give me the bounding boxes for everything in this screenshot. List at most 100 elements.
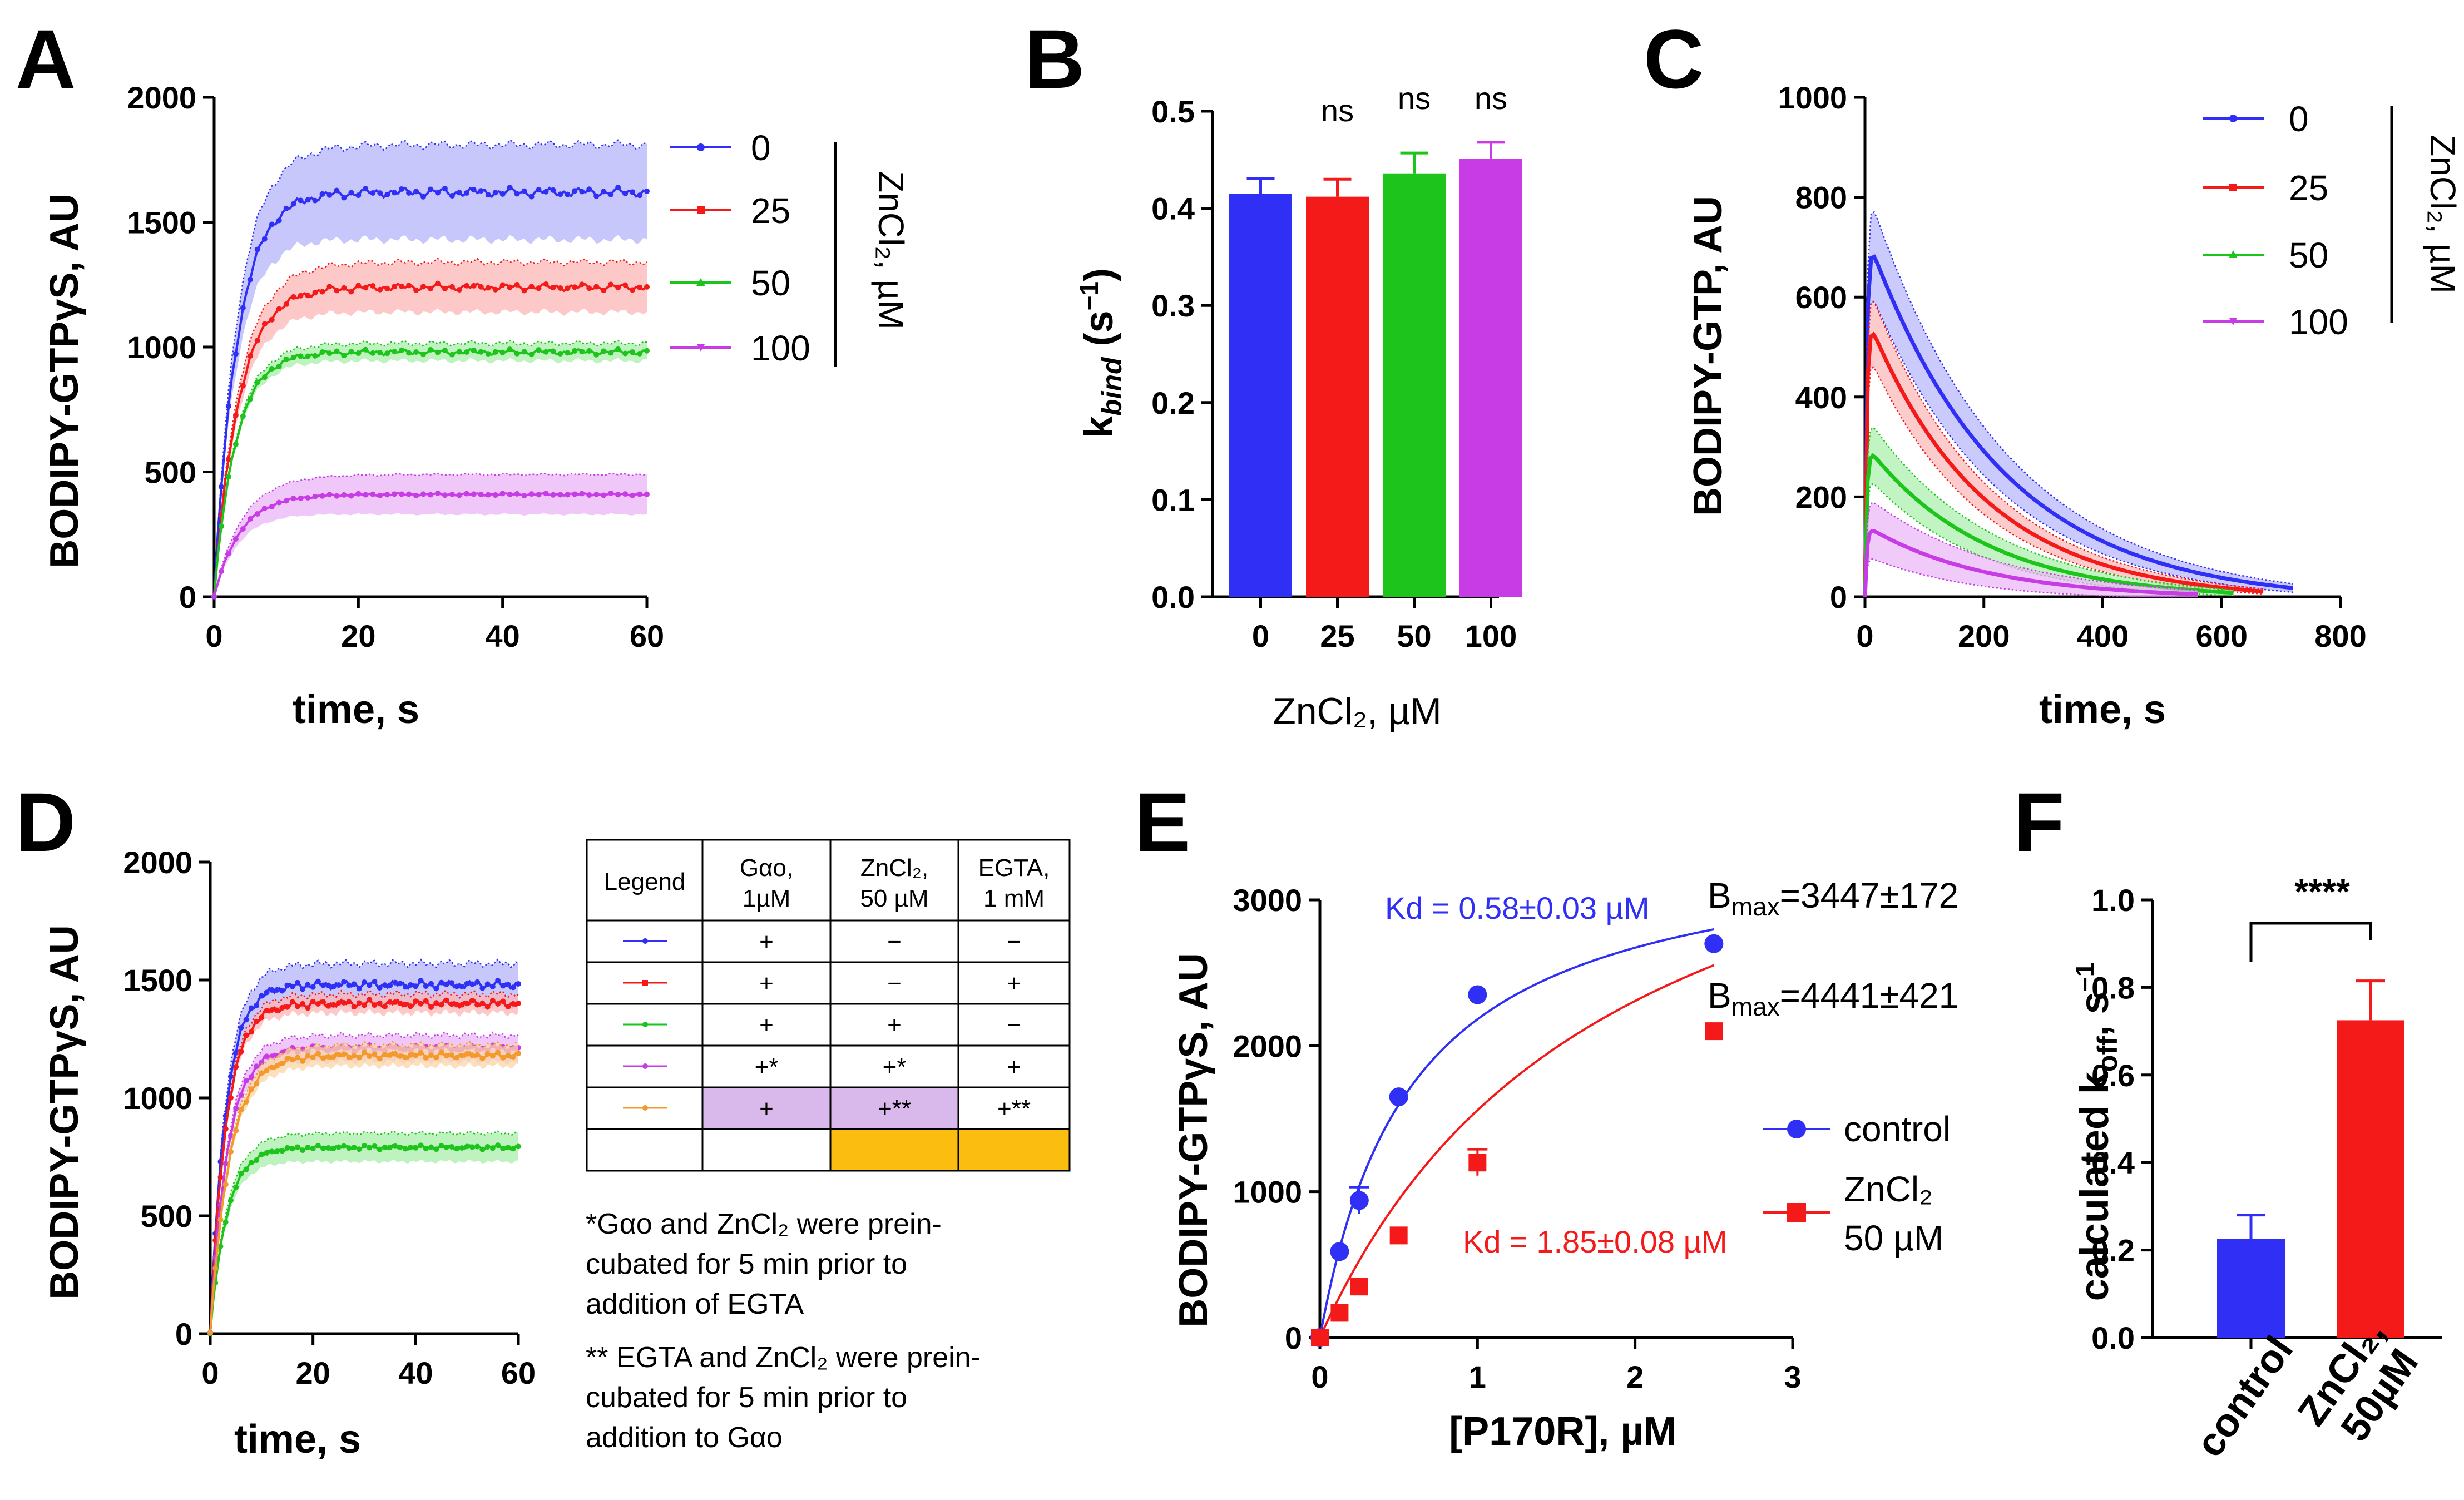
series-point-50: [630, 349, 636, 355]
series-point-Gαo + ZnCl₂: [510, 1146, 516, 1152]
series-line-25: [213, 282, 648, 597]
series-point-100: [565, 492, 571, 498]
series-point-Gαo + (EGTA + ZnCl₂ pre): [367, 1053, 373, 1060]
panel-letter-d: D: [16, 775, 76, 869]
series-point-Gαo + EGTA: [423, 998, 429, 1004]
series-point-Gαo + (EGTA + ZnCl₂ pre): [505, 1052, 511, 1058]
series-point-0: [463, 190, 469, 196]
series-point-100: [442, 492, 448, 498]
panel-a-legend: 0 25 50 100 ZnCl₂, µM: [670, 128, 911, 368]
series-point-0: [572, 188, 578, 194]
y-tick-label: 0: [1830, 580, 1847, 615]
series-point-100: [312, 493, 318, 499]
series-point-0: [586, 186, 592, 192]
panel-f-ylabel: calculated koff, s−1: [2070, 963, 2123, 1301]
series-point-25: [485, 285, 491, 291]
series-point-Gαo + ZnCl₂ (pre) + EGTA: [222, 1161, 229, 1167]
series-point-50: [290, 354, 296, 360]
table-header-egta-conc: 1 mM: [983, 885, 1045, 912]
series-point-50: [428, 346, 433, 353]
series-point-Gαo + EGTA: [227, 1095, 234, 1101]
series-point-50: [283, 356, 289, 362]
series-point-0: [428, 186, 433, 192]
series-point-0: [276, 217, 282, 224]
series-line-50: [213, 348, 647, 597]
series-point-Gαo + EGTA: [335, 1000, 342, 1006]
y-tick-label: 0.0: [1151, 580, 1195, 615]
y-tick-label: 1500: [123, 963, 192, 998]
y-tick-label: 0.2: [2091, 1233, 2135, 1268]
series-point-25: [240, 383, 246, 389]
series-point-Gαo + ZnCl₂: [335, 1144, 342, 1150]
series-point-100: [384, 492, 390, 498]
series-point-0: [615, 185, 621, 191]
legend-a-marker-100: [697, 344, 705, 352]
series-point-50: [528, 352, 535, 358]
series-point-Gαo + (EGTA + ZnCl₂ pre): [284, 1056, 290, 1062]
series-point-Gαo: [248, 1005, 254, 1011]
table-cell: +*: [755, 1053, 779, 1081]
series-point-0: [269, 221, 275, 227]
series-point-Gαo + ZnCl₂: [402, 1146, 408, 1152]
series-point-Gαo: [284, 982, 290, 988]
series-point-50: [218, 523, 224, 529]
series-point-50: [463, 349, 469, 355]
series-point-Gαo + (EGTA + ZnCl₂ pre): [362, 1049, 367, 1056]
series-point-Gαo + ZnCl₂: [397, 1144, 403, 1150]
series-point-Gαo + EGTA: [464, 1001, 470, 1007]
series-point-0: [290, 201, 296, 207]
series-point-0: [543, 189, 549, 195]
series-point-Gαo + (EGTA + ZnCl₂ pre): [305, 1053, 311, 1059]
series-point-25: [406, 283, 412, 289]
series-point-25: [579, 281, 585, 288]
series-point-Gαo + ZnCl₂: [433, 1146, 439, 1152]
x-tick-label: 60: [501, 1355, 536, 1390]
series-point-Gαo + EGTA: [459, 1002, 465, 1008]
series-point-50: [399, 347, 405, 353]
bmax-zncl2-label: Bmax=4441±421: [1708, 976, 1958, 1021]
series-point-Gαo: [264, 989, 270, 996]
data-point-ZnCl₂ 50 µM: [1389, 1226, 1408, 1245]
series-point-0: [355, 192, 362, 199]
series-point-Gαo: [294, 979, 300, 986]
ns-annotation: ns: [1321, 93, 1354, 128]
series-point-100: [305, 494, 311, 501]
panel-e-legend: control ZnCl₂ 50 µM: [1763, 1109, 1951, 1258]
series-point-Gαo + ZnCl₂: [392, 1143, 398, 1149]
series-point-Gαo: [433, 986, 439, 992]
series-point-50: [305, 353, 311, 359]
series-point-Gαo + ZnCl₂: [387, 1145, 393, 1151]
series-point-100: [514, 491, 520, 497]
series-point-25: [528, 284, 535, 290]
series-point-Gαo + EGTA: [305, 1005, 311, 1011]
panel-e: E 0 1000 2000 3000 0 1 2 3 [P170R], µM BODIPY-G…: [1135, 775, 1958, 1454]
series-point-50: [514, 350, 520, 357]
legend-c-marker-25: [2229, 184, 2237, 191]
series-point-50: [298, 353, 304, 359]
series-point-Gαo + (EGTA + ZnCl₂ pre): [397, 1053, 403, 1059]
series-point-Gαo + (EGTA + ZnCl₂ pre): [510, 1054, 516, 1060]
series-point-Gαo + EGTA: [217, 1174, 224, 1180]
series-point-Gαo + EGTA: [351, 1004, 357, 1010]
y-tick-label: 0.1: [1151, 482, 1195, 517]
series-point-Gαo + (EGTA + ZnCl₂ pre): [356, 1055, 362, 1061]
series-point-Gαo + (EGTA + ZnCl₂ pre): [351, 1053, 357, 1059]
series-point-Gαo + (EGTA + ZnCl₂ pre): [408, 1052, 414, 1058]
series-point-Gαo + (EGTA + ZnCl₂ pre): [495, 1049, 501, 1056]
series-point-25: [413, 287, 419, 293]
series-point-100: [261, 506, 268, 512]
series-point-Gαo + ZnCl₂: [238, 1171, 244, 1177]
series-point-Gαo + (EGTA + ZnCl₂ pre): [248, 1086, 254, 1092]
series-point-Gαo: [382, 982, 388, 988]
series-band-edge-low-0: [1864, 300, 2293, 597]
y-tick-label: 0.8: [2091, 970, 2135, 1005]
series-point-Gαo + ZnCl₂: [294, 1144, 300, 1150]
kd-zncl2-label: Kd = 1.85±0.08 µM: [1463, 1224, 1728, 1259]
series-point-100: [608, 490, 614, 496]
series-point-Gαo + EGTA: [356, 1000, 362, 1006]
y-tick-label: 0.2: [1151, 385, 1195, 420]
series-point-Gαo + ZnCl₂: [495, 1142, 501, 1148]
panel-b-plot: 0.0 0.1 0.2 0.3 0.4 0.5 0 25 ns 50 ns 100 ns: [1151, 81, 1522, 654]
series-point-Gαo + (EGTA + ZnCl₂ pre): [217, 1216, 224, 1222]
series-point-100: [276, 499, 282, 506]
